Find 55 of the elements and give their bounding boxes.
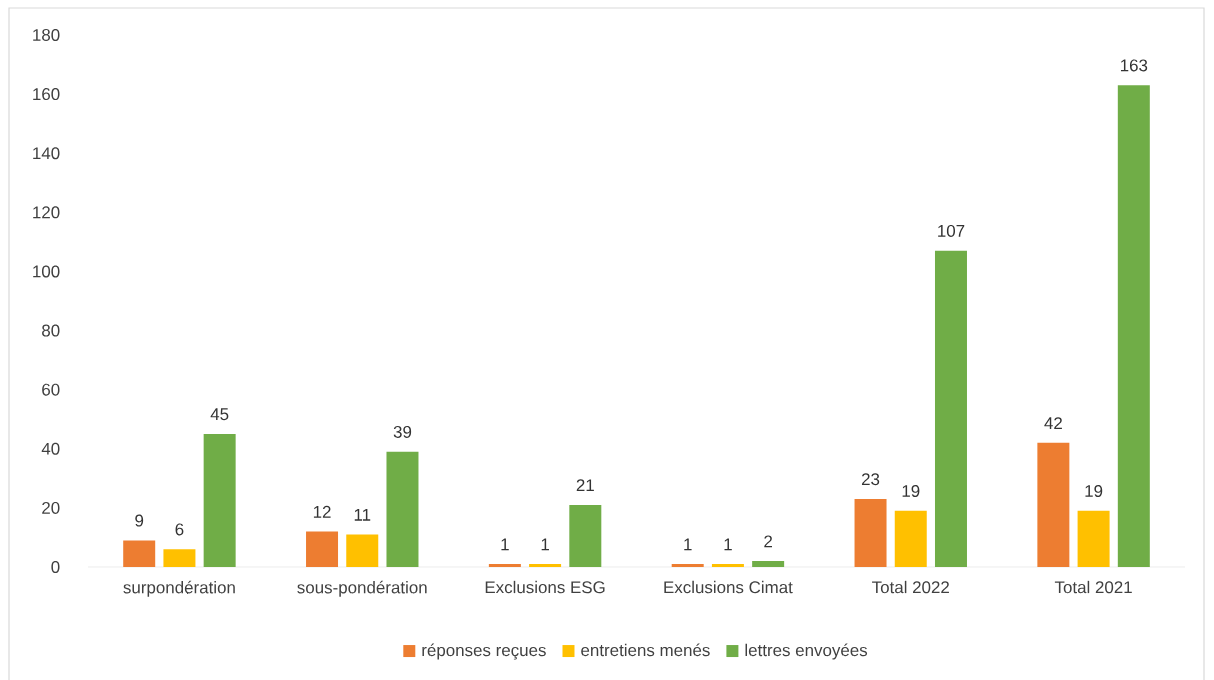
- legend-label: entretiens menés: [581, 643, 710, 657]
- bar: [711, 564, 744, 567]
- bar: [488, 564, 521, 567]
- y-tick-label: 20: [42, 501, 60, 514]
- bar: [671, 564, 704, 567]
- legend-label: réponses reçues: [422, 643, 546, 660]
- data-label: 2: [764, 535, 772, 548]
- bar: [529, 564, 562, 567]
- y-tick-label: 120: [33, 206, 60, 219]
- data-label: 39: [393, 425, 412, 438]
- data-label: 19: [902, 484, 920, 497]
- bar: [752, 561, 785, 567]
- bar: [123, 540, 156, 567]
- y-tick-label: 140: [33, 147, 60, 160]
- data-label: 1: [724, 538, 732, 551]
- bar: [894, 510, 927, 567]
- bar: [386, 451, 419, 567]
- data-label: 163: [1120, 59, 1148, 72]
- data-label: 1: [541, 538, 549, 551]
- bar: [203, 433, 236, 567]
- data-label: 45: [210, 408, 229, 421]
- y-tick-label: 80: [42, 324, 60, 337]
- y-tick-label: 100: [33, 265, 60, 278]
- x-tick-label: Total 2021: [1054, 580, 1132, 594]
- y-tick-label: 40: [41, 442, 60, 455]
- data-label: 9: [135, 514, 144, 527]
- x-tick-label: Exclusions ESG: [485, 580, 605, 594]
- data-label: 1: [501, 538, 509, 551]
- data-label: 1: [684, 538, 692, 551]
- bar: [569, 504, 602, 567]
- x-tick-label: sous-pondération: [297, 580, 427, 597]
- x-tick-label: Total 2022: [872, 580, 949, 594]
- bar: [163, 549, 196, 567]
- data-label: 42: [1044, 417, 1062, 430]
- data-label: 19: [1085, 484, 1103, 497]
- bar: [306, 531, 339, 567]
- data-label: 23: [861, 473, 880, 486]
- bar: [1117, 85, 1150, 567]
- bar: [934, 250, 967, 567]
- bar: [1077, 510, 1110, 567]
- legend-label: lettres envoyées: [745, 643, 868, 660]
- y-tick-label: 60: [42, 383, 60, 396]
- y-tick-label: 0: [51, 560, 60, 573]
- data-label: 6: [175, 523, 184, 536]
- x-tick-label: surpondération: [123, 580, 235, 597]
- x-tick-label: Exclusions Cimat: [664, 580, 793, 594]
- bar: [1037, 442, 1070, 567]
- y-tick-label: 160: [33, 88, 60, 101]
- bar: [346, 534, 379, 567]
- bar: [854, 499, 887, 567]
- data-label: 12: [313, 505, 331, 518]
- data-label: 11: [354, 508, 371, 521]
- data-label: 107: [938, 224, 965, 237]
- y-tick-label: 180: [33, 28, 60, 41]
- data-label: 21: [576, 479, 594, 492]
